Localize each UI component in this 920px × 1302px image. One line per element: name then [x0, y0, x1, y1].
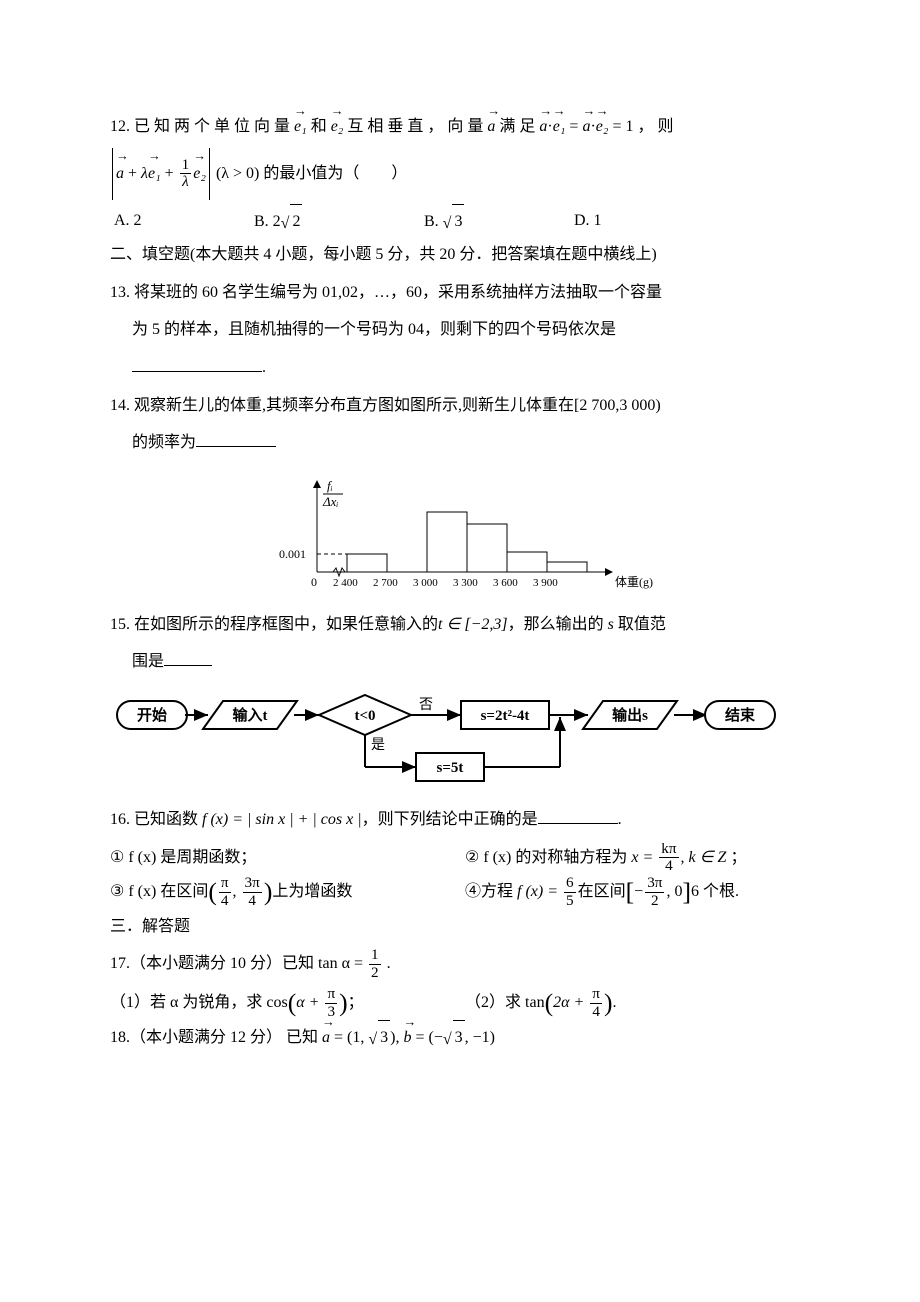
svg-text:Δxᵢ: Δxᵢ [322, 494, 338, 509]
svg-text:是: 是 [371, 738, 385, 753]
vec-e2: e₂ [331, 110, 344, 144]
q12-stem-a: 12. 已 知 两 个 单 位 向 量 [110, 118, 290, 135]
vec-a2: a [539, 110, 547, 144]
svg-text:体重(g): 体重(g) [615, 575, 653, 589]
vec-a18: a [322, 1021, 330, 1055]
question-17-stem: 17.（本小题满分 10 分）已知 tan α = 12 . [110, 947, 820, 982]
q12-options: A. 2 B. 2√2 B. √3 D. 1 [110, 204, 820, 239]
svg-text:输入t: 输入t [233, 706, 268, 724]
svg-text:否: 否 [419, 698, 433, 713]
svg-text:0: 0 [311, 575, 317, 589]
blank-15 [164, 665, 212, 666]
question-13-l3: . [110, 351, 820, 385]
blank-16 [538, 823, 618, 824]
svg-text:s=2t²-4t: s=2t²-4t [481, 708, 530, 724]
vec-e2b: e₂ [596, 110, 609, 144]
question-15-l1: 15. 在如图所示的程序框图中，如果任意输入的t ∈ [−2,3]，那么输出的 … [110, 608, 820, 642]
svg-text:3 000: 3 000 [413, 577, 438, 589]
svg-text:开始: 开始 [137, 706, 167, 724]
abs-expr: a + λe₁ + 1λe₂ [112, 148, 210, 200]
question-12-line2: a + λe₁ + 1λe₂ (λ > 0) 的最小值为（ ） [110, 148, 820, 200]
histogram-figure: fᵢΔxᵢ 0.001 0 2 400 2 700 3 000 3 300 3 600 3 90… [110, 464, 820, 604]
q16-row1: ① f (x) 是周期函数； ② f (x) 的对称轴方程为 x = kπ4, … [110, 841, 820, 876]
svg-text:s=5t: s=5t [437, 760, 464, 776]
q12-stem-b: 和 [311, 118, 327, 135]
svg-text:3 600: 3 600 [493, 577, 518, 589]
q12-stem-d: 满 足 [499, 118, 535, 135]
svg-text:2 400: 2 400 [333, 577, 358, 589]
blank-14 [196, 446, 276, 447]
svg-text:输出s: 输出s [612, 706, 648, 724]
opt-a: A. 2 [114, 204, 254, 239]
flowchart-figure: 开始 输入t t<0 否 s=2t²-4t 输出s 结束是 s=5t [110, 685, 820, 795]
q17-parts: （1）若 α 为锐角，求 cos(α + π3)； （2）求 tan(2α + … [110, 986, 820, 1021]
flowchart-svg: 开始 输入t t<0 否 s=2t²-4t 输出s 结束是 s=5t [110, 685, 810, 795]
opt-c: B. √3 [424, 204, 574, 239]
histogram-svg: fᵢΔxᵢ 0.001 0 2 400 2 700 3 000 3 300 3 600 3 90… [255, 464, 675, 604]
svg-text:2 700: 2 700 [373, 577, 398, 589]
question-15-l2: 围是 [110, 645, 820, 679]
q16-row2: ③ f (x) 在区间(π4, 3π4)上为增函数 ④方程 f (x) = 65… [110, 875, 820, 910]
vec-a3: a [582, 110, 590, 144]
question-13-l1: 13. 将某班的 60 名学生编号为 01,02，…，60，采用系统抽样方法抽取… [110, 276, 820, 310]
q16-o4: ④方程 f (x) = 65在区间[−3π2, 0]6 个根. [465, 875, 820, 910]
q16-o3: ③ f (x) 在区间(π4, 3π4)上为增函数 [110, 875, 465, 910]
q12-stem-c: 互 相 垂 直 ， 向 量 [347, 118, 483, 135]
q12-cond: (λ > 0) [216, 165, 259, 182]
section-3-heading: 三．解答题 [110, 910, 820, 944]
opt-d: D. 1 [574, 204, 602, 239]
question-13-l2: 为 5 的样本，且随机抽得的一个号码为 04，则剩下的四个号码依次是 [110, 313, 820, 347]
vec-e1: e₁ [294, 110, 307, 144]
q12-stem-e: ， 则 [637, 118, 673, 135]
svg-text:t<0: t<0 [354, 708, 375, 724]
svg-text:0.001: 0.001 [279, 547, 306, 561]
question-18: 18.（本小题满分 12 分） 已知 a = (1, √3), b = (−√3… [110, 1020, 820, 1055]
question-12: 12. 已 知 两 个 单 位 向 量 e₁ 和 e₂ 互 相 垂 直 ， 向 … [110, 110, 820, 144]
section-2-heading: 二、填空题(本大题共 4 小题，每小题 5 分，共 20 分．把答案填在题中横线… [110, 238, 820, 272]
question-14-l1: 14. 观察新生儿的体重,其频率分布直方图如图所示,则新生儿体重在[2 700,… [110, 389, 820, 423]
svg-text:3 900: 3 900 [533, 577, 558, 589]
opt-b: B. 2√2 [254, 204, 424, 239]
vec-e1b: e₁ [553, 110, 566, 144]
q16-o1: ① f (x) 是周期函数； [110, 841, 465, 876]
vec-b18: b [403, 1021, 411, 1055]
question-14-l2: 的频率为 [110, 426, 820, 460]
blank-13 [132, 371, 262, 372]
q17-p2: （2）求 tan(2α + π4). [465, 986, 820, 1021]
q16-o2: ② f (x) 的对称轴方程为 x = kπ4, k ∈ Z ； [465, 841, 820, 876]
question-16-stem: 16. 已知函数 f (x) = | sin x | + | cos x |，则… [110, 803, 820, 837]
svg-text:结束: 结束 [725, 706, 756, 724]
svg-text:fᵢ: fᵢ [327, 478, 333, 493]
svg-text:3 300: 3 300 [453, 577, 478, 589]
vec-a: a [487, 110, 495, 144]
q12-eq: = 1 [612, 118, 633, 135]
q12-line2-tail: 的最小值为（ ） [263, 165, 407, 182]
